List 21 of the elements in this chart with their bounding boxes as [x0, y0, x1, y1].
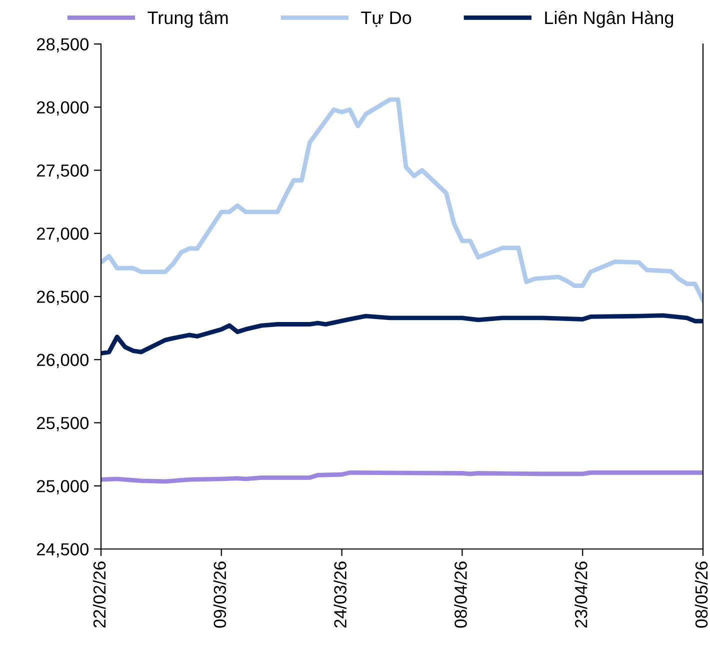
line-series [101, 313, 703, 356]
y-tick-label: 28,000 [36, 101, 89, 116]
y-tick-label: 27,000 [36, 228, 89, 242]
y-tick-label: 26,000 [36, 354, 89, 368]
y-tick-label: 25,500 [36, 416, 89, 432]
y-tick-label: 26,500 [36, 290, 89, 306]
x-tick-label: 08/04/26 [454, 562, 467, 628]
x-tick-label: 22/02/26 [92, 562, 106, 628]
line-series [101, 97, 703, 303]
legend-label: Tự Do [361, 12, 412, 27]
y-tick-label: 28,500 [36, 38, 89, 53]
x-tick-label: 08/05/26 [694, 562, 708, 628]
legend-label: Liên Ngân Hàng [545, 10, 674, 28]
x-tick-label: 09/03/26 [213, 562, 226, 628]
x-tick-label: 23/04/26 [574, 562, 588, 628]
y-tick-label: 25,000 [36, 480, 89, 494]
legend-label: Trung tâm [148, 10, 228, 28]
line-series [101, 470, 703, 484]
x-tick-label: 24/03/26 [334, 562, 346, 628]
y-tick-label: 24,500 [36, 543, 89, 558]
y-tick-label: 27,500 [36, 164, 89, 179]
